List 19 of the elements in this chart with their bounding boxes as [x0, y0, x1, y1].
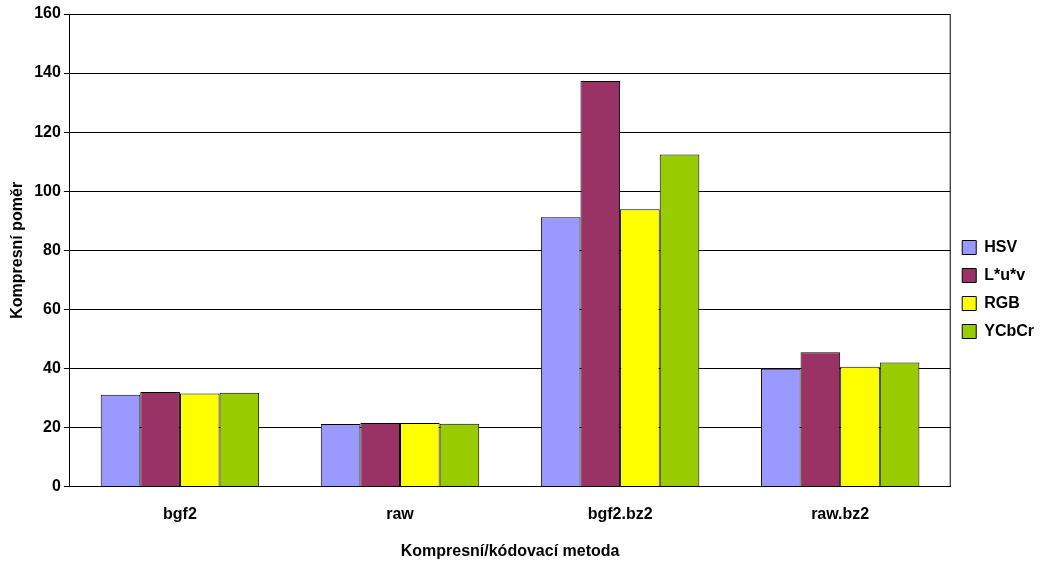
legend-label: HSV	[984, 237, 1018, 255]
x-tick-label: raw	[386, 504, 415, 522]
y-tick-label: 140	[34, 63, 61, 81]
y-tick-label: 100	[34, 181, 61, 199]
y-tick-label: 60	[43, 299, 61, 317]
x-axis-title: Kompresní/kódovací metoda	[400, 541, 620, 559]
y-tick-label: 80	[43, 240, 61, 258]
legend-label: L*u*v	[984, 265, 1026, 283]
y-tick-label: 20	[43, 417, 61, 435]
x-tick-label: raw.bz2	[811, 504, 870, 522]
legend-label: RGB	[984, 293, 1020, 311]
y-tick-label: 160	[34, 4, 61, 22]
y-tick-label: 120	[34, 122, 61, 140]
y-tick-label: 40	[43, 358, 61, 376]
x-tick-label: bgf2.bz2	[587, 504, 653, 522]
legend-label: YCbCr	[984, 321, 1034, 339]
y-tick-label: 0	[51, 477, 61, 495]
x-tick-label: bgf2	[163, 504, 197, 522]
y-axis-title: Kompresní poměr	[8, 181, 26, 319]
